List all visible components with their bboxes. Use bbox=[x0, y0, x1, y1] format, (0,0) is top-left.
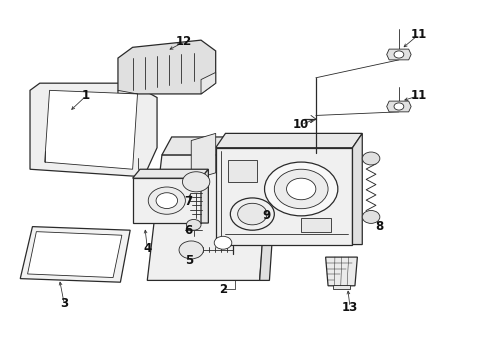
Text: 5: 5 bbox=[185, 254, 193, 267]
Polygon shape bbox=[228, 160, 257, 182]
Polygon shape bbox=[30, 83, 157, 176]
Polygon shape bbox=[301, 218, 331, 232]
Text: 11: 11 bbox=[410, 89, 427, 102]
Text: 10: 10 bbox=[293, 118, 309, 131]
Polygon shape bbox=[45, 90, 138, 169]
Circle shape bbox=[362, 211, 380, 224]
Text: 1: 1 bbox=[82, 89, 90, 102]
Polygon shape bbox=[133, 169, 208, 178]
Polygon shape bbox=[118, 40, 216, 94]
Polygon shape bbox=[216, 148, 352, 244]
Circle shape bbox=[238, 203, 267, 225]
Text: 11: 11 bbox=[410, 28, 427, 41]
Polygon shape bbox=[216, 134, 362, 148]
Circle shape bbox=[148, 187, 185, 214]
Circle shape bbox=[214, 236, 232, 249]
Circle shape bbox=[179, 241, 203, 259]
Text: 8: 8 bbox=[375, 220, 384, 233]
Polygon shape bbox=[326, 257, 357, 286]
Circle shape bbox=[274, 169, 328, 209]
Polygon shape bbox=[387, 49, 411, 60]
Text: 12: 12 bbox=[176, 35, 192, 49]
Text: 6: 6 bbox=[185, 224, 193, 237]
Circle shape bbox=[156, 193, 177, 208]
Circle shape bbox=[394, 103, 404, 110]
Circle shape bbox=[394, 51, 404, 58]
Polygon shape bbox=[352, 134, 362, 244]
Polygon shape bbox=[201, 72, 216, 94]
Polygon shape bbox=[162, 137, 279, 155]
Circle shape bbox=[182, 172, 210, 192]
Polygon shape bbox=[333, 285, 350, 289]
Text: 3: 3 bbox=[60, 297, 68, 310]
Polygon shape bbox=[20, 226, 130, 282]
Polygon shape bbox=[133, 178, 201, 223]
Text: 13: 13 bbox=[342, 301, 358, 314]
Polygon shape bbox=[387, 101, 411, 112]
Polygon shape bbox=[201, 169, 208, 223]
Circle shape bbox=[265, 162, 338, 216]
Polygon shape bbox=[27, 231, 122, 278]
Text: 9: 9 bbox=[263, 210, 271, 222]
Circle shape bbox=[186, 220, 201, 230]
Circle shape bbox=[287, 178, 316, 200]
Polygon shape bbox=[147, 155, 270, 280]
Circle shape bbox=[230, 198, 274, 230]
Text: 7: 7 bbox=[185, 195, 193, 208]
Text: 4: 4 bbox=[143, 242, 151, 255]
Circle shape bbox=[362, 152, 380, 165]
Polygon shape bbox=[191, 134, 216, 180]
Text: 2: 2 bbox=[219, 283, 227, 296]
Polygon shape bbox=[260, 137, 279, 280]
